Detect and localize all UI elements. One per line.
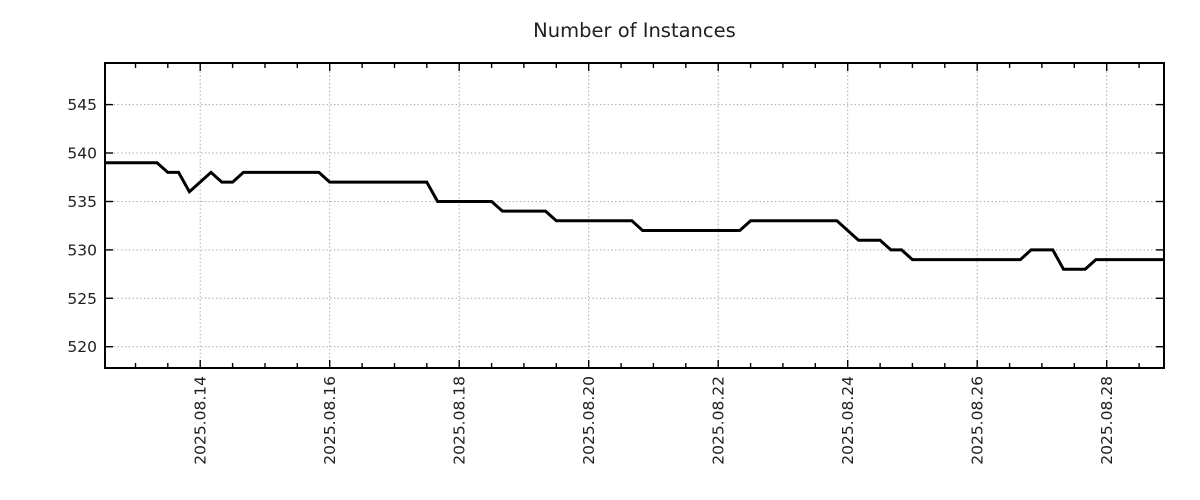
x-tick-label: 2025.08.24 (839, 376, 857, 465)
x-tick-label: 2025.08.26 (969, 376, 987, 465)
x-tick-label: 2025.08.22 (710, 376, 728, 465)
x-tick-label: 2025.08.16 (321, 376, 339, 465)
x-tick-label: 2025.08.14 (192, 376, 210, 465)
plot-area: 520 525 530 535 540 545 2025.08.14 2025.08.16 20… (67, 62, 1165, 465)
y-tick-label: 525 (67, 290, 97, 308)
chart-title: Number of Instances (533, 19, 736, 42)
x-tick-label: 2025.08.18 (451, 376, 469, 465)
plot-border (104, 62, 1165, 369)
y-tick-label: 535 (67, 193, 97, 211)
y-tick-label: 545 (67, 96, 97, 114)
y-tick-label: 530 (67, 241, 97, 259)
y-tick-label: 540 (67, 145, 97, 163)
series-line (105, 161, 1164, 271)
x-tick-label: 2025.08.28 (1098, 376, 1116, 465)
x-tick-label: 2025.08.20 (580, 376, 598, 465)
y-tick-label: 520 (67, 338, 97, 356)
